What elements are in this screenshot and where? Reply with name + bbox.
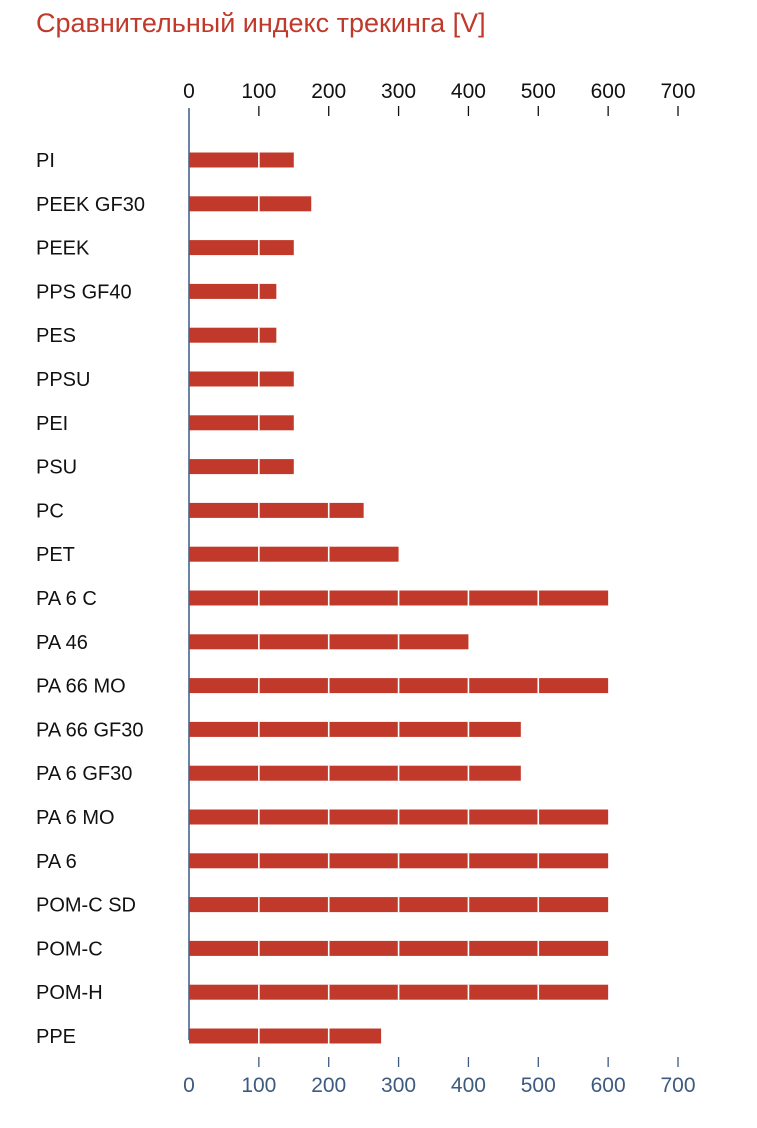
bar (189, 152, 294, 168)
bar (189, 196, 312, 212)
category-label: PSU (36, 457, 77, 479)
bar-fill (189, 502, 364, 518)
category-label: PPE (36, 1026, 76, 1048)
category-label: POM-H (36, 982, 103, 1004)
top-axis: 0 100 200 300 400 500 600 700 (183, 80, 696, 116)
bottom-tick-label: 200 (311, 1074, 346, 1097)
bar (189, 809, 609, 825)
bottom-tick-label: 600 (591, 1074, 626, 1097)
chart-title: Сравнительный индекс трекинга [V] (36, 8, 486, 38)
bar (189, 590, 609, 606)
top-tick-label: 700 (660, 80, 695, 103)
bar-fill (189, 765, 521, 781)
bottom-tick-label: 0 (183, 1074, 195, 1097)
category-label: PEEK GF30 (36, 194, 145, 216)
bar-fill (189, 283, 277, 299)
bar-fill (189, 546, 399, 562)
category-label: PEI (36, 413, 68, 435)
bar (189, 897, 609, 913)
bottom-tick-label: 500 (521, 1074, 556, 1097)
top-tick-label: 600 (591, 80, 626, 103)
bar (189, 240, 294, 256)
category-label: PA 6 C (36, 588, 97, 610)
bar (189, 546, 399, 562)
top-tick-label: 500 (521, 80, 556, 103)
bar (189, 984, 609, 1000)
bar (189, 459, 294, 475)
top-tick-label: 0 (183, 80, 195, 103)
category-label: PA 66 MO (36, 676, 126, 698)
category-label: PEEK (36, 238, 90, 260)
bottom-tick-label: 300 (381, 1074, 416, 1097)
bottom-tick-label: 400 (451, 1074, 486, 1097)
top-tick-label: 200 (311, 80, 346, 103)
bar (189, 1028, 382, 1044)
category-label: PET (36, 544, 75, 566)
category-label: PPS GF40 (36, 281, 132, 303)
category-label: PA 46 (36, 632, 88, 654)
category-label: POM-C SD (36, 895, 136, 917)
bar-fill (189, 152, 294, 168)
bar-fill (189, 1028, 382, 1044)
bar-fill (189, 327, 277, 343)
bar (189, 415, 294, 431)
category-label: PA 6 (36, 851, 77, 873)
bar (189, 371, 294, 387)
category-label: POM-C (36, 938, 103, 960)
bar-fill (189, 459, 294, 475)
top-tick-label: 100 (241, 80, 276, 103)
bar (189, 853, 609, 869)
category-label: PA 66 GF30 (36, 719, 143, 741)
bar (189, 283, 277, 299)
bottom-tick-label: 100 (241, 1074, 276, 1097)
category-label: PPSU (36, 369, 90, 391)
bar-fill (189, 721, 521, 737)
category-label: PA 6 MO (36, 807, 115, 829)
category-labels: PI PEEK GF30 PEEK PPS GF40 PES PPSU PEI PSU PC PE… (36, 150, 145, 1048)
bar-fill (189, 371, 294, 387)
bar (189, 721, 521, 737)
bar (189, 502, 364, 518)
bar (189, 327, 277, 343)
bar (189, 940, 609, 956)
category-label: PI (36, 150, 55, 172)
bar (189, 765, 521, 781)
top-tick-label: 400 (451, 80, 486, 103)
bar-fill (189, 196, 312, 212)
top-tick-label: 300 (381, 80, 416, 103)
category-label: PA 6 GF30 (36, 763, 132, 785)
category-label: PES (36, 325, 76, 347)
bar (189, 678, 609, 694)
bar (189, 634, 469, 650)
bar-fill (189, 415, 294, 431)
bottom-axis: 0 100 200 300 400 500 600 700 (183, 1057, 696, 1097)
bar-fill (189, 240, 294, 256)
bottom-tick-label: 700 (660, 1074, 695, 1097)
category-label: PC (36, 500, 64, 522)
bars (189, 152, 609, 1044)
